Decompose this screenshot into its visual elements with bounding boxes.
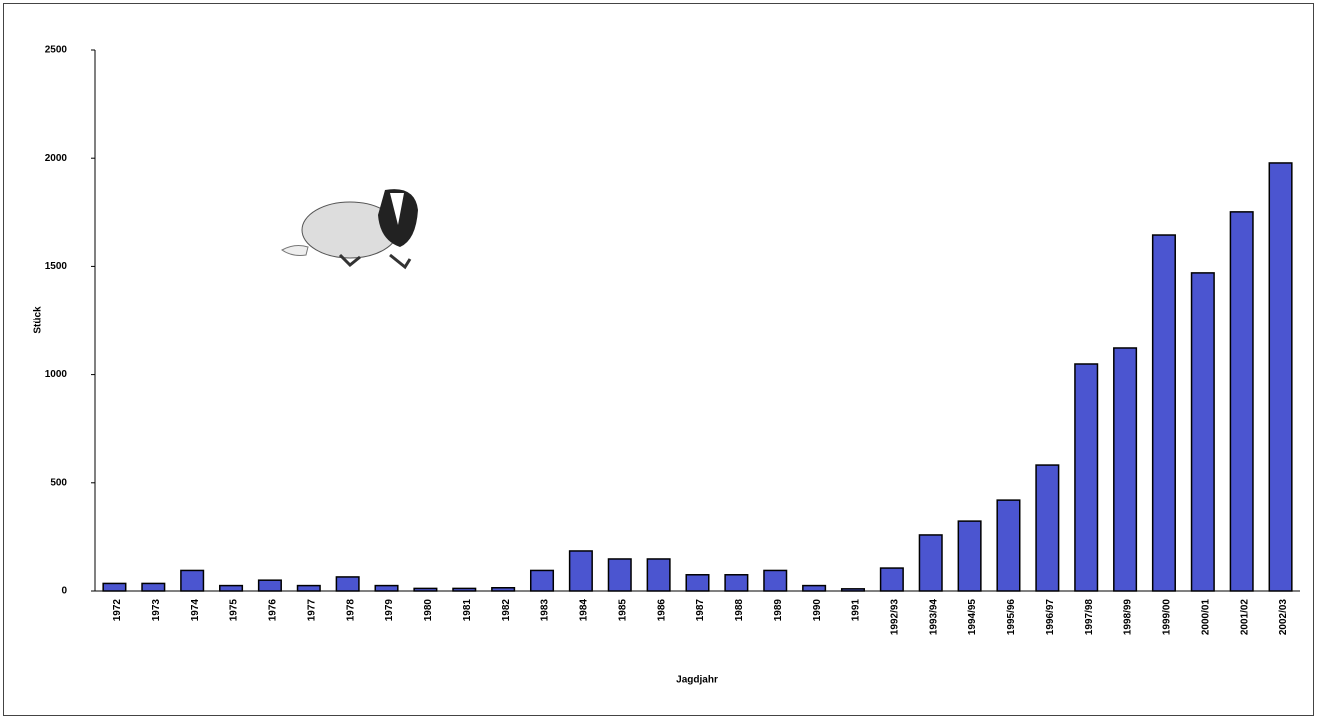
bar: [1113, 347, 1138, 592]
x-axis-title: Jagdjahr: [676, 675, 718, 686]
x-tick-label: 1998/99: [1123, 599, 1134, 636]
bar: [996, 499, 1021, 592]
x-tick-label: 1978: [345, 599, 356, 622]
x-tick-label: 2002/03: [1278, 599, 1289, 636]
bar: [413, 587, 438, 592]
x-tick-label: 1983: [540, 599, 551, 622]
x-tick-label: 1986: [656, 599, 667, 622]
bar: [568, 550, 593, 592]
chart-border: [3, 3, 1314, 716]
x-tick-label: 1973: [151, 599, 162, 622]
bar: [491, 587, 516, 592]
x-tick-label: 1975: [229, 599, 240, 622]
x-tick-label: 1992/93: [889, 599, 900, 636]
x-tick-label: 1993/94: [928, 599, 939, 636]
y-tick-label: 0: [61, 586, 67, 597]
x-tick-label: 1982: [501, 599, 512, 622]
x-tick-label: 1996/97: [1045, 599, 1056, 636]
x-tick-label: 1985: [617, 599, 628, 622]
x-tick-label: 1977: [306, 599, 317, 622]
bar: [763, 569, 788, 592]
x-tick-label: 1974: [190, 599, 201, 622]
bar: [529, 569, 555, 592]
y-tick-label: 2500: [45, 45, 68, 56]
bar: [1074, 363, 1099, 592]
bar: [219, 584, 244, 592]
x-tick-label: 1991: [851, 599, 862, 622]
bar: [1229, 211, 1254, 592]
bar: [374, 584, 399, 592]
bar: [1190, 272, 1215, 592]
bar: [802, 584, 827, 592]
bar: [1151, 234, 1176, 592]
bar: [724, 574, 749, 592]
x-tick-label: 2001/02: [1239, 599, 1250, 636]
y-tick-label: 1500: [45, 261, 68, 272]
bar: [1268, 162, 1293, 592]
y-axis-title: Stück: [33, 306, 44, 334]
x-tick-label: 1972: [112, 599, 123, 622]
bar: [685, 574, 710, 592]
x-tick-label: 1987: [695, 599, 706, 622]
bar: [840, 588, 866, 592]
x-tick-label: 1976: [268, 599, 279, 622]
bar: [180, 569, 205, 592]
bar: [879, 567, 904, 592]
y-tick-label: 2000: [45, 153, 68, 164]
x-tick-label: 1980: [423, 599, 434, 622]
bar: [646, 558, 671, 592]
bar: [1035, 464, 1060, 592]
x-tick-label: 2000/01: [1200, 599, 1211, 636]
bar: [918, 534, 943, 592]
y-tick-label: 1000: [45, 369, 68, 380]
x-tick-label: 1989: [773, 599, 784, 622]
badger-illustration: [281, 189, 418, 270]
bar: [452, 587, 477, 592]
x-tick-label: 1997/98: [1084, 599, 1095, 636]
bar: [957, 520, 982, 592]
bar: [141, 582, 166, 592]
y-tick-label: 500: [50, 477, 67, 488]
x-tick-label: 1999/00: [1162, 599, 1173, 636]
x-tick-label: 1994/95: [967, 599, 978, 636]
bar: [296, 584, 321, 592]
x-tick-label: 1995/96: [1006, 599, 1017, 636]
x-tick-label: 1990: [812, 599, 823, 622]
bar: [335, 576, 360, 592]
x-tick-label: 1979: [384, 599, 395, 622]
bar: [257, 579, 282, 592]
bar: [607, 558, 632, 592]
x-tick-label: 1984: [579, 599, 590, 622]
x-tick-label: 1988: [734, 599, 745, 622]
bar: [102, 582, 127, 592]
x-tick-label: 1981: [462, 599, 473, 622]
